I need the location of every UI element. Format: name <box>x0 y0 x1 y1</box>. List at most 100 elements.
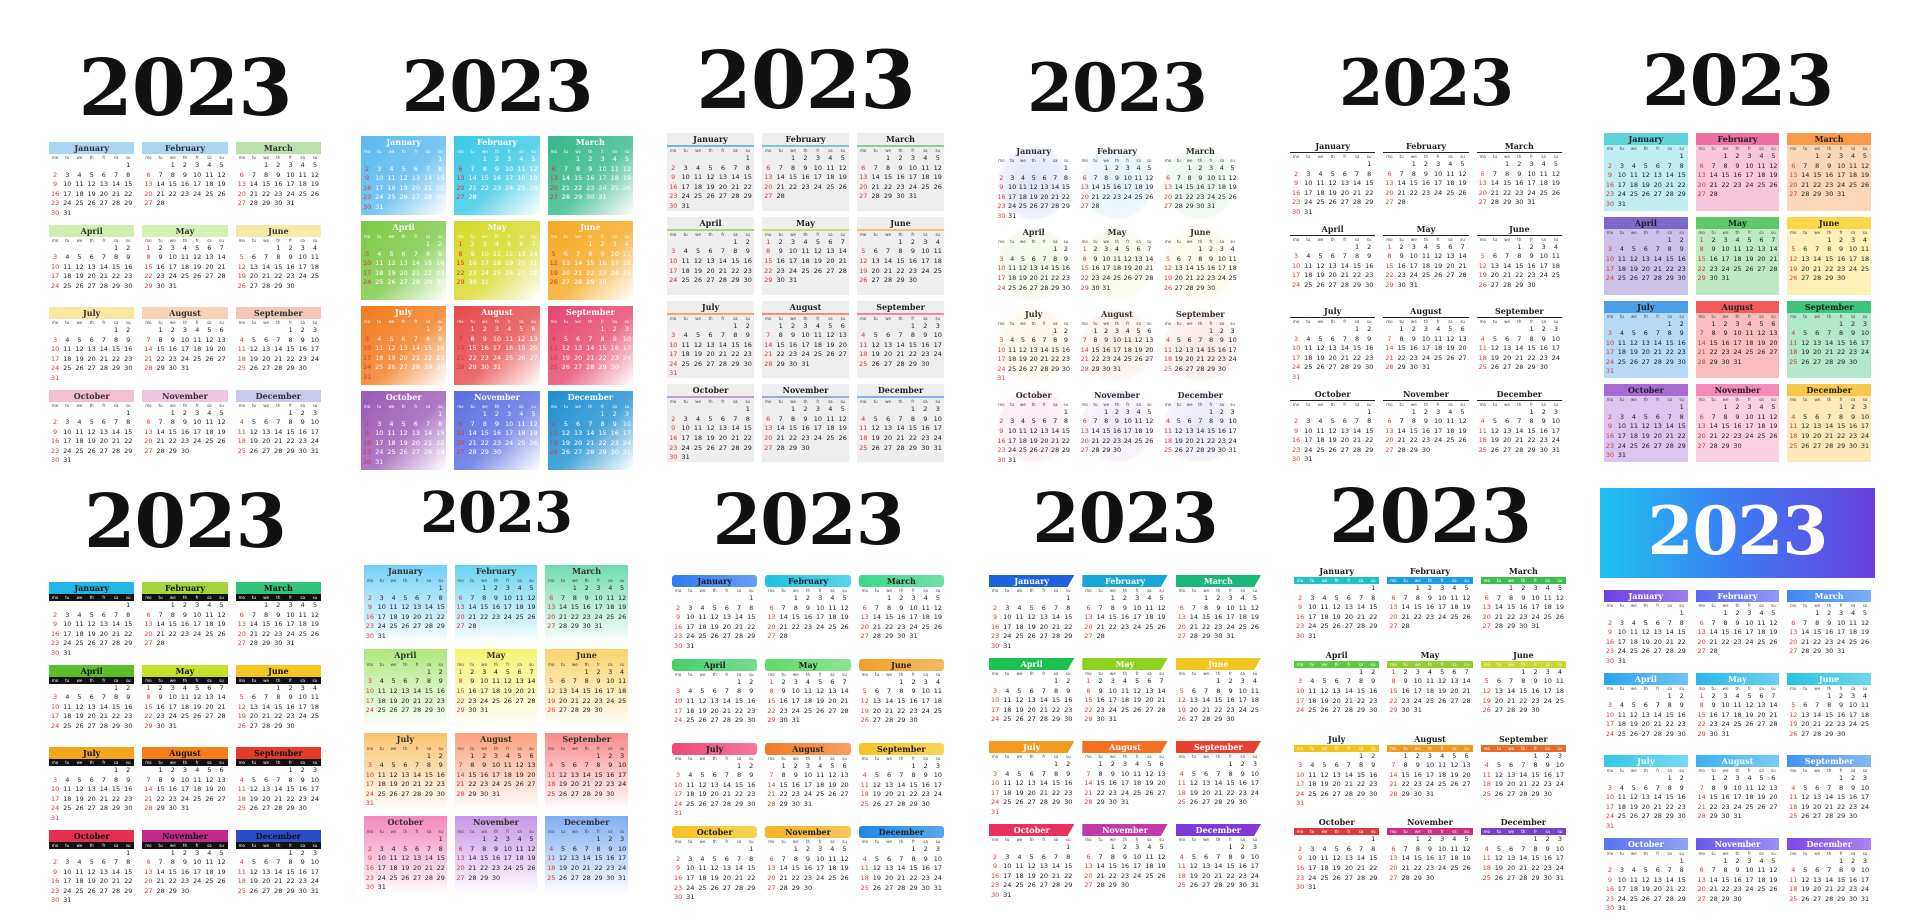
weekday-label: sa <box>300 237 305 243</box>
day-number: 15 <box>168 427 177 436</box>
day-number: 13 <box>1385 426 1394 435</box>
day-number: 15 <box>1677 171 1686 180</box>
weekday-label: th <box>403 829 408 835</box>
weekday-label: tu <box>560 578 566 583</box>
weekday-label: we <box>886 755 892 761</box>
day-grid: 1 2 3 4 5 6 7 8 9 10 11 12 13 14 15 16 17 18 19 20 21 22 23 24 2… <box>455 584 538 632</box>
day-number: 12 <box>710 864 719 873</box>
day-number: 24 <box>168 712 177 721</box>
day-number: 8 <box>1204 603 1209 612</box>
weekday-label: sa <box>300 760 305 765</box>
weekday-label: su <box>312 595 318 600</box>
month-name: November <box>1383 388 1469 401</box>
empty-cell <box>1090 164 1101 174</box>
day-number: 12 <box>698 780 707 789</box>
day-number: 6 <box>415 593 420 602</box>
weekday-label: mo <box>1698 229 1705 235</box>
day-number: 15 <box>261 620 271 629</box>
day-number: 31 <box>1206 202 1216 211</box>
month-february: February mo tu we th fr sa su 1 2 3 4 5 6 7 8 9 10 11 12 13 1… <box>142 582 228 659</box>
day-number: 17 <box>622 344 632 353</box>
day-number: 14 <box>1091 183 1100 192</box>
day-number: 24 <box>180 794 190 803</box>
day-number: 28 <box>1340 280 1349 289</box>
day-number: 12 <box>826 331 835 340</box>
day-number: 22 <box>168 629 177 638</box>
day-number: 27 <box>1040 202 1049 211</box>
empty-cell <box>729 154 741 164</box>
month-name: June <box>1476 223 1562 236</box>
empty-cell <box>721 594 733 604</box>
day-number: 1 <box>458 667 463 676</box>
day-number: 24 <box>622 438 632 447</box>
day-number: 9 <box>671 173 676 182</box>
weekday-row: mo tu we th fr sa su <box>142 237 227 244</box>
day-number: 17 <box>791 696 800 705</box>
day-number: 14 <box>144 785 153 794</box>
day-number: 12 <box>310 610 320 619</box>
day-number: 16 <box>50 437 60 446</box>
day-number: 30 <box>436 363 445 372</box>
weekday-label: su <box>125 155 131 160</box>
day-number: 7 <box>219 243 224 252</box>
empty-cell <box>560 325 572 335</box>
day-number: 18 <box>1539 179 1548 188</box>
day-number: 22 <box>788 182 798 191</box>
weekday-label: fr <box>1042 588 1046 593</box>
day-number: 10 <box>63 427 72 436</box>
day-number: 26 <box>87 886 96 895</box>
empty-cell <box>679 238 691 248</box>
day-number: 21 <box>722 790 731 799</box>
day-number: 16 <box>480 344 489 353</box>
day-number: 9 <box>1679 329 1684 338</box>
day-number: 9 <box>1423 169 1429 178</box>
weekday-label: th <box>1216 588 1221 593</box>
month-name: December <box>1177 389 1223 400</box>
weekday-label: mo <box>1178 588 1185 593</box>
day-number: 1 <box>1699 235 1704 244</box>
empty-cell <box>98 326 110 336</box>
empty-cell <box>410 325 422 335</box>
day-number: 9 <box>1607 171 1613 180</box>
day-number: 23 <box>743 266 752 275</box>
empty-cell <box>1604 152 1616 162</box>
day-number: 3 <box>815 405 820 414</box>
day-number: 18 <box>375 353 384 362</box>
weekday-label: sa <box>1052 320 1058 326</box>
month-january: January mo tu we th fr sa su 1 2 3 4 5 6 7 8 9 10 11 12 13 14… <box>1604 133 1688 211</box>
day-number: 28 <box>274 886 283 895</box>
weekday-label: su <box>1146 239 1152 245</box>
day-number: 6 <box>1387 417 1392 426</box>
day-number: 19 <box>1145 183 1154 192</box>
day-grid: 1 2 3 4 5 6 7 8 9 10 11 12 13 14 15 16 17 18 19 20 21 22 23 24 2… <box>454 410 539 458</box>
day-number: 30 <box>436 278 445 287</box>
day-number: 12 <box>828 771 837 780</box>
day-number: 29 <box>424 789 434 798</box>
day-grid: 1 2 3 4 5 6 7 8 9 10 11 12 13 14 15 16 17 18 19 20 21 22 23 24 2… <box>1477 160 1562 208</box>
day-number: 7 <box>1517 334 1522 343</box>
day-number: 18 <box>547 780 556 789</box>
empty-cell <box>696 594 708 604</box>
day-number: 14 <box>896 424 905 433</box>
day-number: 5 <box>505 667 510 676</box>
day-grid: 1 2 3 4 5 6 7 8 9 10 11 12 13 14 15 16 17 18 19 20 21 22 23 24 2… <box>49 766 134 824</box>
day-number: 15 <box>582 686 591 695</box>
day-number: 10 <box>816 603 825 612</box>
day-number: 29 <box>1061 202 1071 211</box>
day-number: 20 <box>859 182 868 191</box>
day-number: 1 <box>736 677 742 686</box>
day-number: 13 <box>217 335 226 344</box>
empty-cell <box>1184 327 1195 337</box>
month-july: July mo tu we th fr sa su 1 2 3 4 5 6 7 8 9 10 11 12 13 14 15 1… <box>1604 300 1688 379</box>
empty-cell <box>709 594 721 604</box>
day-number: 3 <box>1010 173 1015 182</box>
day-number: 26 <box>1458 436 1467 445</box>
day-number: 8 <box>126 418 131 427</box>
day-number: 4 <box>688 687 693 696</box>
month-name: August <box>765 742 851 755</box>
day-number: 14 <box>1145 254 1154 263</box>
day-number: 22 <box>897 706 906 715</box>
day-number: 1 <box>1667 319 1672 328</box>
day-number: 22 <box>423 268 433 277</box>
day-number: 14 <box>144 345 153 354</box>
